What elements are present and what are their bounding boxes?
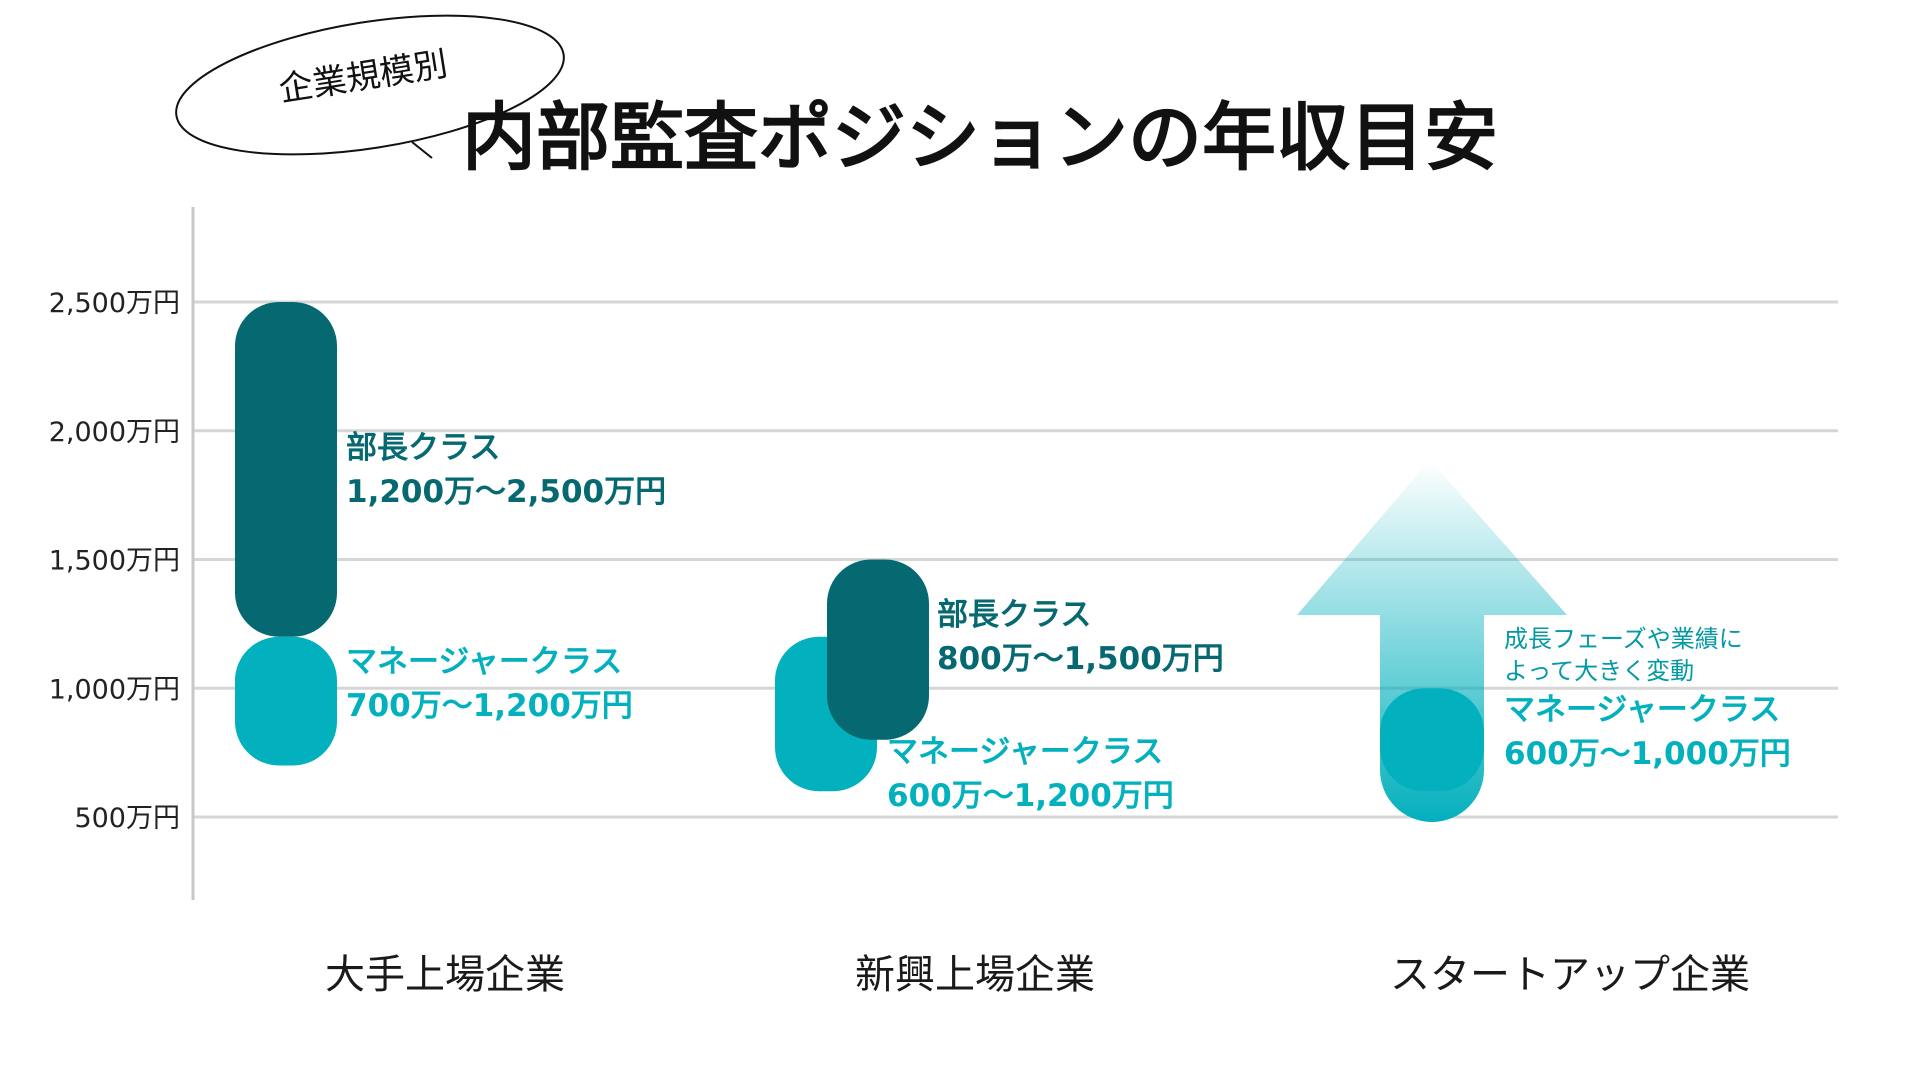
series-name-label: マネージャークラス <box>346 644 622 680</box>
category-label: 大手上場企業 <box>325 952 565 998</box>
chart-subtitle: 企業規模別 <box>276 44 450 110</box>
series-name-label: マネージャークラス <box>887 734 1163 770</box>
category-label: スタートアップ企業 <box>1390 952 1750 998</box>
director-range-bar <box>827 559 929 740</box>
y-tick-label: 500万円 <box>74 803 180 834</box>
director-range-bar <box>235 302 337 637</box>
series-name-label: 部長クラス <box>346 430 500 466</box>
range-value-label: 600万〜1,000万円 <box>1504 736 1791 772</box>
manager-range-bar <box>1380 688 1484 792</box>
range-value-label: 800万〜1,500万円 <box>937 641 1224 677</box>
y-tick-label: 1,000万円 <box>49 674 180 705</box>
series-name-label: 部長クラス <box>937 597 1091 633</box>
y-tick-label: 2,500万円 <box>49 288 180 319</box>
range-bars <box>235 302 1484 792</box>
grid-lines <box>193 300 1838 819</box>
range-value-label: 600万〜1,200万円 <box>887 778 1174 814</box>
range-value-label: 700万〜1,200万円 <box>346 688 633 724</box>
manager-range-bar <box>235 636 337 766</box>
chart-title: 内部監査ポジションの年収目安 <box>462 95 1498 181</box>
y-axis-ticks: 500万円 1,000万円 1,500万円 2,000万円 2,500万円 <box>49 288 180 834</box>
y-tick-label: 1,500万円 <box>49 546 180 577</box>
range-value-label: 1,200万〜2,500万円 <box>346 474 666 510</box>
annotation-text: 成長フェーズや業績に <box>1504 625 1743 653</box>
category-label: 新興上場企業 <box>855 952 1095 998</box>
series-name-label: マネージャークラス <box>1504 692 1780 728</box>
range-labels: 部長クラス1,200万〜2,500万円マネージャークラス700万〜1,200万円… <box>346 430 1791 814</box>
y-tick-label: 2,000万円 <box>49 417 180 448</box>
up-arrow-icon <box>1297 460 1567 822</box>
category-labels: 大手上場企業 新興上場企業 スタートアップ企業 <box>325 952 1750 998</box>
annotation-text: よって大きく変動 <box>1504 657 1694 685</box>
